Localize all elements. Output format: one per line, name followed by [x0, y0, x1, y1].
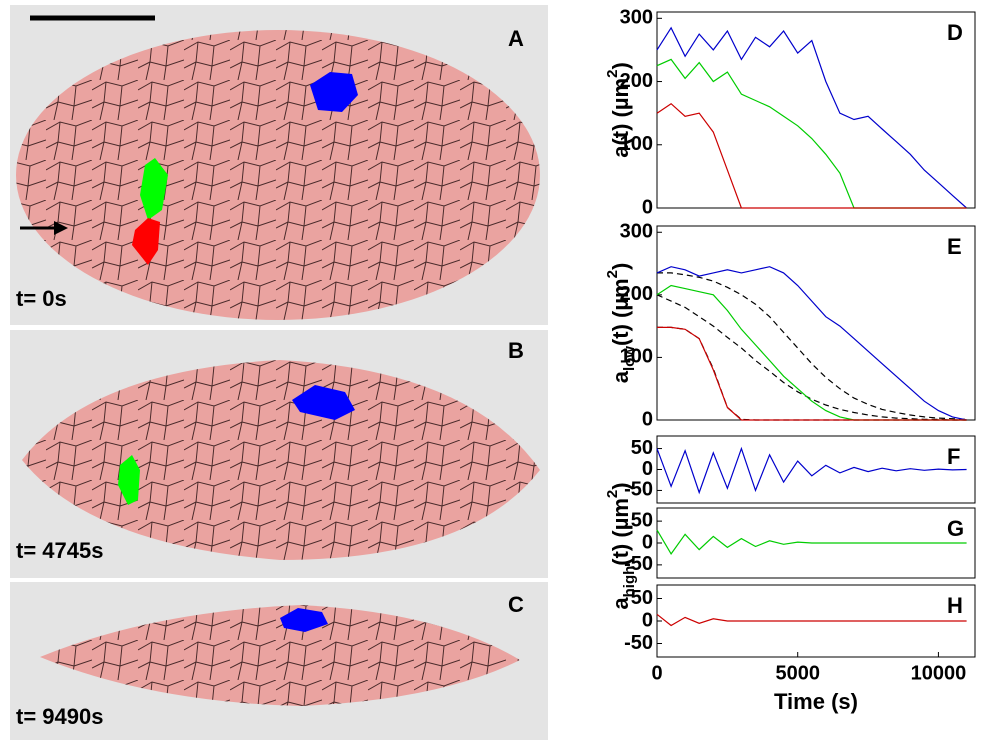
y-tick-label: 300	[620, 7, 653, 29]
y-tick-label: 0	[642, 196, 653, 218]
panel-label: D	[947, 20, 963, 45]
panel-label: A	[508, 26, 524, 51]
data-line	[657, 326, 967, 421]
cell-green	[118, 455, 140, 505]
y-axis-label-part: (t) (µm	[608, 278, 633, 346]
data-line	[657, 272, 967, 420]
y-axis-label-part: 2	[604, 490, 621, 498]
time-label: t= 9490s	[16, 704, 103, 729]
cell-red	[132, 218, 160, 265]
y-axis-label-part: )	[608, 62, 633, 69]
y-tick-label: -50	[624, 553, 653, 575]
panel-label: F	[947, 444, 960, 469]
cell-blue	[280, 608, 328, 632]
y-axis-label-part: 2	[604, 270, 621, 278]
y-tick-label: -50	[624, 632, 653, 654]
cell-mesh	[40, 605, 520, 706]
y-axis-label-part: a(t) (µm	[608, 78, 633, 158]
y-tick-label: 50	[631, 437, 653, 459]
y-tick-label: 0	[642, 609, 653, 631]
cell-green	[140, 158, 168, 220]
cell-blue	[292, 385, 355, 420]
panel-label: H	[947, 593, 963, 618]
y-tick-label: 0	[642, 408, 653, 430]
y-axis-label-part: low	[621, 346, 638, 371]
y-tick-label: 200	[620, 70, 653, 92]
data-line	[656, 26, 967, 209]
y-tick-label: 0	[642, 458, 653, 480]
data-line	[656, 613, 967, 627]
y-tick-label: 0	[642, 531, 653, 553]
y-axis-label: a(t) (µm2)	[604, 62, 632, 158]
y-tick-label: 300	[620, 221, 653, 243]
y-axis-label-part: high	[621, 566, 638, 598]
y-tick-label: -50	[624, 479, 653, 501]
panel-label: C	[508, 592, 524, 617]
y-axis-label-part: (t) (µm	[608, 498, 633, 566]
panel-label: G	[947, 516, 964, 541]
cell-mesh	[22, 360, 540, 560]
time-label: t= 4745s	[16, 538, 103, 563]
y-tick-label: 100	[620, 133, 653, 155]
y-axis-label: alow(t) (µm2)	[604, 263, 638, 384]
y-axis-label-part: 2	[604, 70, 621, 78]
data-line	[656, 294, 967, 421]
x-tick-label: 0	[651, 662, 662, 684]
y-tick-label: 100	[620, 346, 653, 368]
y-axis-label-part: a	[608, 370, 633, 383]
data-line	[656, 529, 967, 556]
x-axis-label: Time (s)	[774, 689, 858, 714]
plot-frame	[656, 11, 976, 209]
y-tick-label: 50	[631, 509, 653, 531]
y-axis-label-part: )	[608, 482, 633, 489]
data-line	[656, 266, 967, 421]
y-axis-label-part: )	[608, 263, 633, 270]
x-tick-label: 10000	[911, 662, 967, 684]
y-axis-label: ahigh(t) (µm2)	[604, 482, 638, 609]
data-line	[656, 446, 967, 495]
panel-label: E	[947, 234, 962, 259]
cell-blue	[310, 72, 358, 112]
time-label: t= 0s	[16, 286, 67, 311]
data-line	[656, 102, 967, 209]
x-tick-label: 5000	[775, 662, 820, 684]
arrow-head	[54, 221, 68, 235]
y-axis-label-part: a	[608, 597, 633, 610]
y-tick-label: 200	[620, 283, 653, 305]
plot-frame	[656, 225, 976, 421]
panel-label: B	[508, 338, 524, 363]
cell-mesh	[16, 30, 540, 320]
y-tick-label: 50	[631, 587, 653, 609]
